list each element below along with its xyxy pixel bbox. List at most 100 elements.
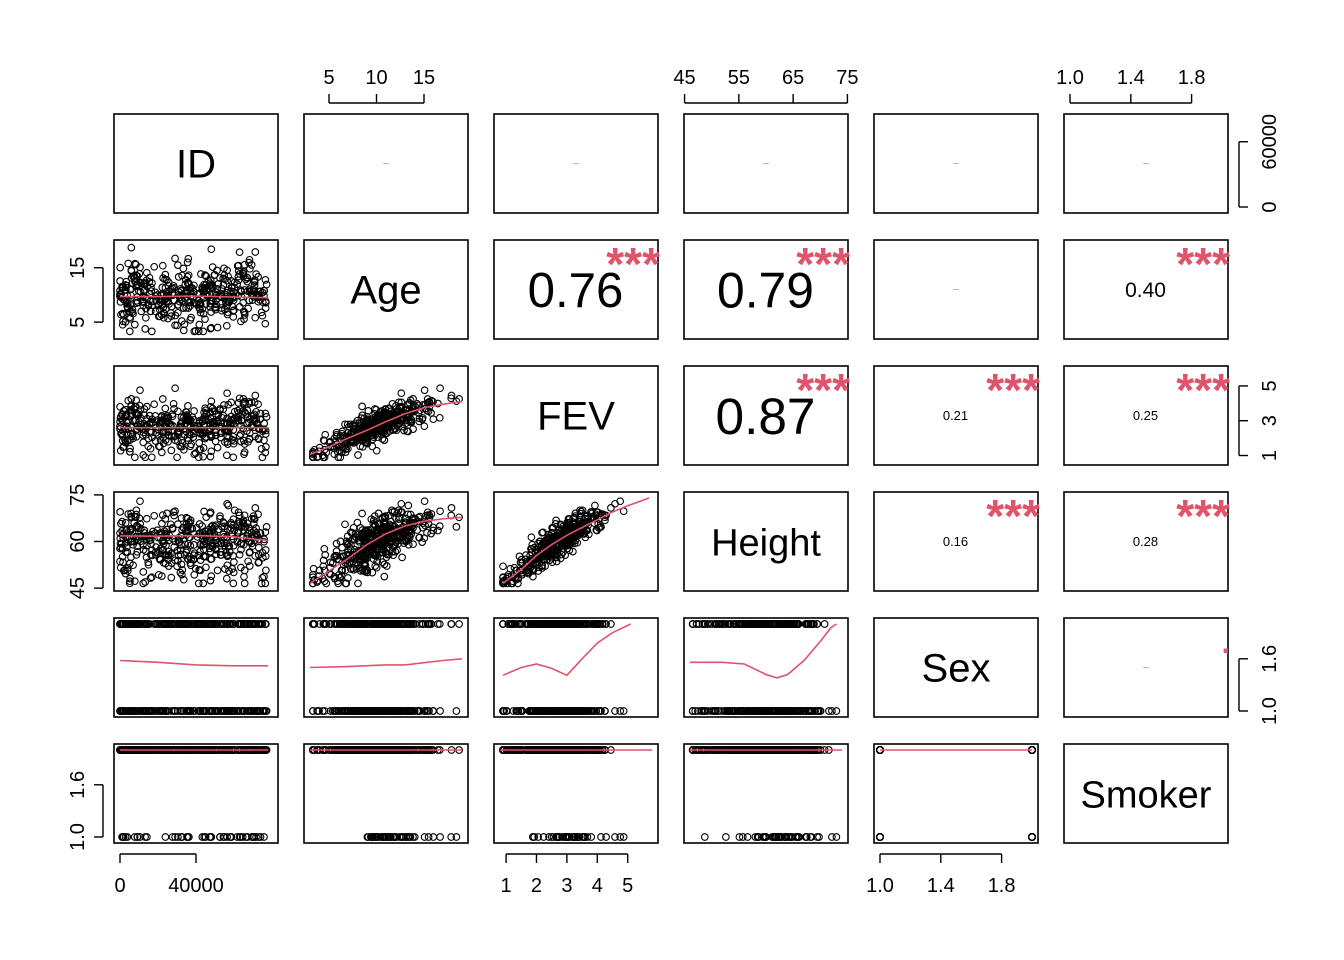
data-point xyxy=(119,283,128,292)
panel-frame xyxy=(303,743,469,844)
data-point xyxy=(235,248,244,257)
panel-fev-sex: 0.21 *** xyxy=(873,364,1040,466)
data-point xyxy=(260,537,268,546)
data-point xyxy=(131,259,139,268)
data-point xyxy=(187,440,195,449)
data-point xyxy=(220,419,229,428)
correlation-value-tiny xyxy=(1143,667,1149,668)
panel-frame xyxy=(1063,365,1229,466)
data-point xyxy=(407,415,416,424)
data-point xyxy=(161,270,170,279)
data-point xyxy=(243,277,252,286)
data-point xyxy=(405,406,414,415)
panel-frame xyxy=(683,365,849,466)
data-point xyxy=(247,286,256,295)
data-point xyxy=(254,273,262,281)
data-point xyxy=(164,428,173,436)
significance-stars: *** xyxy=(1176,490,1230,542)
data-point xyxy=(385,416,394,425)
data-point xyxy=(435,413,444,422)
data-point xyxy=(415,414,424,423)
data-point xyxy=(125,447,134,456)
data-point xyxy=(400,426,408,435)
data-point xyxy=(205,425,214,434)
data-point xyxy=(181,416,190,425)
data-point xyxy=(202,409,211,418)
data-point xyxy=(141,325,150,333)
trend-line xyxy=(309,400,463,456)
correlation-value: 0.79 xyxy=(717,262,814,318)
panel-smoker-age xyxy=(303,743,469,844)
data-point xyxy=(220,401,228,409)
data-point xyxy=(229,307,237,315)
panel-frame xyxy=(873,365,1039,466)
data-point xyxy=(255,287,263,296)
scatter-points xyxy=(116,384,271,462)
data-point xyxy=(251,432,260,441)
data-point xyxy=(168,412,177,421)
data-point xyxy=(169,399,178,408)
data-point xyxy=(341,448,350,456)
data-point xyxy=(150,262,159,271)
variable-label-height: Height xyxy=(711,523,821,565)
data-point xyxy=(136,386,144,395)
data-point xyxy=(225,433,233,441)
data-point xyxy=(211,303,220,312)
data-point xyxy=(237,416,246,425)
data-point xyxy=(179,264,188,273)
data-point xyxy=(148,301,156,310)
data-point xyxy=(143,294,151,303)
correlation-value: 0.25 xyxy=(1133,408,1158,423)
data-point xyxy=(133,298,142,307)
data-point xyxy=(171,384,179,393)
data-point xyxy=(415,417,423,426)
data-point xyxy=(260,286,268,295)
data-point xyxy=(157,413,166,421)
panel-height-sex: 0.16 *** xyxy=(873,490,1040,592)
correlation-value-tiny xyxy=(573,163,579,164)
data-point xyxy=(118,284,126,293)
data-point xyxy=(380,409,389,418)
data-point xyxy=(126,405,135,414)
data-point xyxy=(245,429,254,438)
panel-fev-id xyxy=(113,365,279,466)
panel-id-fev xyxy=(493,113,659,214)
data-point xyxy=(154,442,163,451)
data-point xyxy=(167,446,176,455)
data-point xyxy=(206,421,215,430)
data-point xyxy=(132,260,140,269)
data-point xyxy=(254,558,263,567)
panel-sex-sex: Sex xyxy=(873,617,1039,718)
data-point xyxy=(118,320,127,329)
data-point xyxy=(239,436,248,445)
data-point xyxy=(206,324,215,333)
variable-label-fev: FEV xyxy=(537,395,615,439)
data-point xyxy=(207,324,216,332)
data-point xyxy=(336,432,345,440)
correlation-value: 0.16 xyxy=(943,534,968,549)
data-point xyxy=(154,425,163,434)
data-point xyxy=(150,511,159,520)
data-point xyxy=(193,290,202,299)
data-point xyxy=(213,285,222,293)
data-point xyxy=(181,280,190,289)
data-point xyxy=(206,452,215,461)
data-point xyxy=(332,432,341,441)
trend-line xyxy=(120,295,269,299)
data-point xyxy=(164,297,173,306)
panel-frame xyxy=(493,617,659,718)
panel-smoker-id xyxy=(113,743,279,844)
data-point xyxy=(262,413,271,421)
data-point xyxy=(195,304,204,312)
data-point xyxy=(144,434,153,443)
data-point xyxy=(206,276,215,285)
panel-frame xyxy=(493,365,659,466)
panel-id-height xyxy=(683,113,849,214)
data-point xyxy=(434,399,442,408)
panel-frame xyxy=(113,743,279,844)
data-point xyxy=(139,568,148,576)
data-point xyxy=(173,453,181,462)
data-point xyxy=(199,327,208,336)
data-point xyxy=(223,266,231,275)
data-point xyxy=(261,276,270,284)
